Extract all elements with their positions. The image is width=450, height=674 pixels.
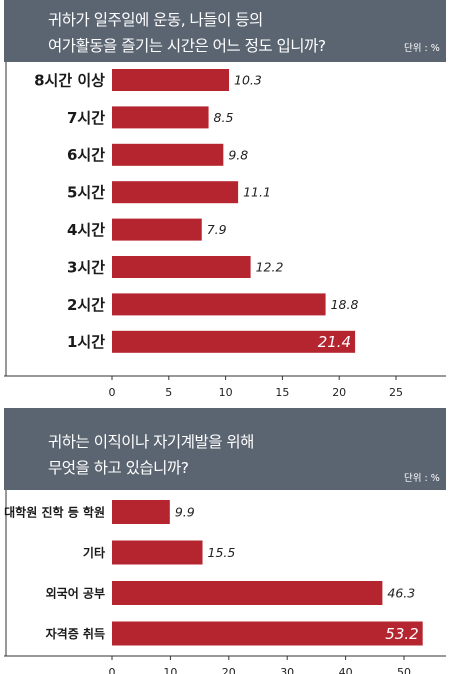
chart-panel-self-development: 귀하는 이직이나 자기계발을 위해 무엇을 하고 있습니까? 단위 : % 대학…: [4, 408, 446, 674]
x-tick-label: 30: [280, 666, 294, 674]
unit-label: 단위 : %: [404, 473, 440, 484]
x-tick-label: 5: [165, 386, 172, 399]
bar: [112, 69, 230, 91]
x-tick-label: 25: [389, 386, 403, 399]
bar: [112, 143, 224, 166]
bar-value-label: 11.1: [243, 185, 271, 200]
bar-chart-leisure-time: 8시간 이상 10.3 7시간 8.5 6시간 9.8 5시간 11.1 4시간 7.9 3시간 12…: [4, 62, 446, 399]
x-tick-label: 20: [332, 386, 346, 399]
bar-value-label: 9.8: [228, 147, 248, 162]
category-label: 4시간: [67, 221, 105, 239]
category-label: 2시간: [67, 296, 105, 314]
category-label: 대학원 진학 등 학원: [4, 504, 105, 519]
bar: [112, 540, 203, 565]
category-label: 1시간: [67, 333, 105, 351]
x-tick-label: 0: [109, 386, 116, 399]
category-label: 3시간: [67, 258, 105, 276]
bar-value-label: 8.5: [214, 110, 234, 125]
bar-value-label: 10.3: [234, 73, 262, 88]
bar: [112, 293, 326, 316]
bar: [112, 500, 170, 524]
bar-value-label: 15.5: [208, 545, 236, 560]
chart-panel-leisure-time: 귀하가 일주일에 운동, 나들이 등의 여가활동을 즐기는 시간은 어느 정도 …: [4, 0, 446, 399]
x-tick-label: 10: [219, 386, 233, 399]
bar-value-label: 46.3: [387, 586, 415, 601]
chart-title-line-1: 귀하는 이직이나 자기계발을 위해: [48, 433, 254, 451]
x-tick-label: 15: [275, 386, 289, 399]
bar: [112, 581, 383, 605]
bar: [112, 256, 251, 278]
category-label: 자격증 취득: [46, 626, 105, 641]
chart-title-line-2: 여가활동을 즐기는 시간은 어느 정도 입니까?: [48, 37, 326, 55]
bar-value-label-highlight: 53.2: [385, 625, 418, 643]
category-label: 5시간: [67, 184, 105, 202]
bar-value-label: 18.8: [331, 297, 359, 312]
bar: [112, 218, 202, 241]
chart-header: 귀하가 일주일에 운동, 나들이 등의 여가활동을 즐기는 시간은 어느 정도 …: [4, 0, 446, 62]
bar-value-label-highlight: 21.4: [318, 333, 351, 351]
bar: [112, 181, 239, 204]
bar: [112, 106, 209, 129]
bar-value-label: 9.9: [175, 505, 195, 520]
chart-title-line-2: 무엇을 하고 있습니까?: [48, 459, 189, 477]
bar-chart-self-development: 대학원 진학 등 학원 9.9 기타 15.5 외국어 공부 46.3 자격증 취득 53.2…: [4, 490, 446, 674]
x-tick-label: 40: [339, 666, 353, 674]
category-label: 외국어 공부: [46, 585, 105, 600]
x-tick-label: 10: [163, 666, 177, 674]
category-label: 7시간: [67, 109, 105, 127]
x-tick-label: 20: [222, 666, 236, 674]
bar-value-label: 12.2: [256, 260, 284, 275]
bar: [112, 330, 356, 353]
unit-label: 단위 : %: [404, 43, 440, 54]
category-label: 기타: [83, 545, 105, 560]
chart-header: 귀하는 이직이나 자기계발을 위해 무엇을 하고 있습니까? 단위 : %: [4, 408, 446, 490]
category-label: 6시간: [67, 146, 105, 164]
category-label: 8시간 이상: [34, 71, 105, 89]
x-tick-label: 50: [397, 666, 411, 674]
chart-title-line-1: 귀하가 일주일에 운동, 나들이 등의: [48, 11, 263, 29]
bar-value-label: 7.9: [207, 222, 227, 237]
x-tick-label: 0: [109, 666, 116, 674]
bar: [112, 621, 423, 646]
